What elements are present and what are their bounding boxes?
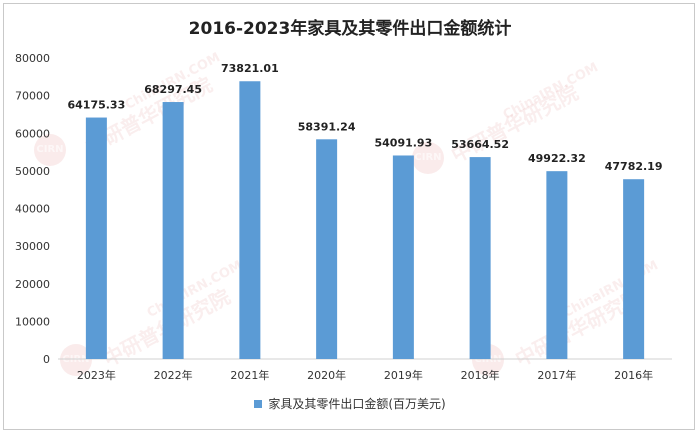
bar	[546, 171, 568, 359]
legend-swatch	[254, 399, 263, 408]
data-label: 64175.33	[67, 99, 125, 112]
data-label: 47782.19	[605, 160, 663, 173]
data-label: 54091.93	[374, 136, 432, 149]
x-tick-label: 2017年	[537, 368, 576, 382]
legend: 家具及其零件出口金额(百万美元)	[0, 395, 700, 412]
y-tick-label: 30000	[15, 240, 50, 253]
bar	[469, 157, 491, 359]
y-tick-label: 10000	[15, 315, 50, 328]
x-tick-label: 2021年	[230, 368, 269, 382]
data-label: 73821.01	[221, 62, 279, 75]
bar	[162, 102, 184, 359]
y-tick-label: 50000	[15, 165, 50, 178]
x-tick-label: 2019年	[384, 368, 423, 382]
data-label: 68297.45	[144, 83, 202, 96]
x-tick-label: 2020年	[307, 368, 346, 382]
y-tick-label: 40000	[15, 203, 50, 216]
data-label: 58391.24	[298, 120, 356, 133]
bar	[239, 81, 261, 360]
watermark-logo: CIRN	[34, 134, 66, 166]
data-label: 53664.52	[451, 138, 509, 151]
bar	[623, 179, 645, 359]
y-tick-label: 20000	[15, 278, 50, 291]
y-tick-label: 80000	[15, 52, 50, 65]
bar	[85, 117, 107, 360]
bar	[392, 155, 414, 359]
chart-title: 2016-2023年家具及其零件出口金额统计	[188, 19, 512, 39]
legend-label: 家具及其零件出口金额(百万美元)	[268, 397, 446, 411]
y-tick-label: 0	[43, 353, 50, 366]
x-tick-label: 2022年	[154, 368, 193, 382]
y-tick-label: 60000	[15, 127, 50, 140]
bar	[316, 139, 338, 359]
x-tick-label: 2023年	[77, 368, 116, 382]
x-tick-label: 2016年	[614, 368, 653, 382]
y-tick-label: 70000	[15, 90, 50, 103]
watermark-logo: CIRN	[412, 142, 444, 174]
data-label: 49922.32	[528, 152, 586, 165]
x-tick-label: 2018年	[461, 368, 500, 382]
